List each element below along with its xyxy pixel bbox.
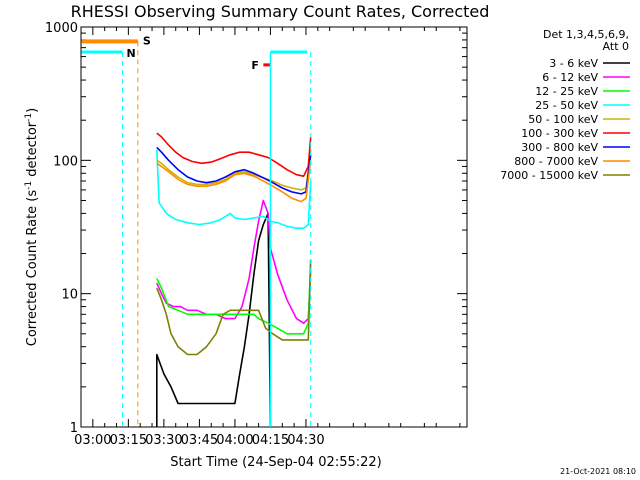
flare-marker-label: F: [251, 59, 259, 72]
x-tick-label: 04:30: [287, 433, 324, 448]
series-line-0: [156, 212, 272, 428]
y-tick-label: 10: [61, 288, 78, 303]
legend-title-line-2: Att 0: [603, 40, 629, 53]
saa-marker-label: S: [143, 34, 151, 47]
legend-label-1: 6 - 12 keV: [542, 71, 598, 84]
generation-timestamp: 21-Oct-2021 08:10: [560, 467, 636, 476]
legend-label-5: 100 - 300 keV: [521, 127, 598, 140]
legend-label-7: 800 - 7000 keV: [514, 155, 598, 168]
legend-label-4: 50 - 100 keV: [528, 113, 598, 126]
x-tick-label: 04:00: [216, 433, 253, 448]
series-line-1: [156, 199, 312, 325]
y-axis-ticks: 1 10 100 1000: [45, 21, 467, 436]
series-line-4: [156, 149, 312, 191]
series-line-8: [156, 259, 312, 356]
y-tick-label: 100: [53, 154, 78, 169]
legend-label-8: 7000 - 15000 keV: [500, 169, 598, 182]
series-line-5: [156, 132, 312, 177]
x-tick-label: 04:15: [252, 433, 289, 448]
chart-title: RHESSI Observing Summary Count Rates, Co…: [71, 2, 490, 21]
night-marker-label: N: [126, 47, 135, 60]
x-tick-label: 03:30: [145, 433, 182, 448]
x-tick-label: 03:45: [181, 433, 218, 448]
series-line-3: [156, 149, 312, 229]
legend-label-0: 3 - 6 keV: [549, 57, 598, 70]
x-tick-label: 03:00: [74, 433, 111, 448]
series-line-7: [156, 160, 312, 203]
series-line-2: [156, 259, 312, 335]
x-tick-label: 03:15: [110, 433, 147, 448]
marker-layer: NS F: [81, 34, 312, 427]
series-layer: [156, 132, 312, 428]
legend-label-6: 300 - 800 keV: [521, 141, 598, 154]
series-line-6: [156, 146, 312, 195]
legend-title-line-1: Det 1,3,4,5,6,9,: [543, 28, 629, 41]
legend-label-2: 12 - 25 keV: [535, 85, 598, 98]
y-axis-label: Corrected Count Rate (s-1 detector-1): [24, 108, 40, 346]
plot-frame: [80, 26, 468, 428]
y-tick-label: 1000: [45, 21, 78, 36]
legend-label-3: 25 - 50 keV: [535, 99, 598, 112]
x-axis-label: Start Time (24-Sep-04 02:55:22): [170, 455, 381, 470]
y-tick-label: 1: [70, 421, 78, 436]
